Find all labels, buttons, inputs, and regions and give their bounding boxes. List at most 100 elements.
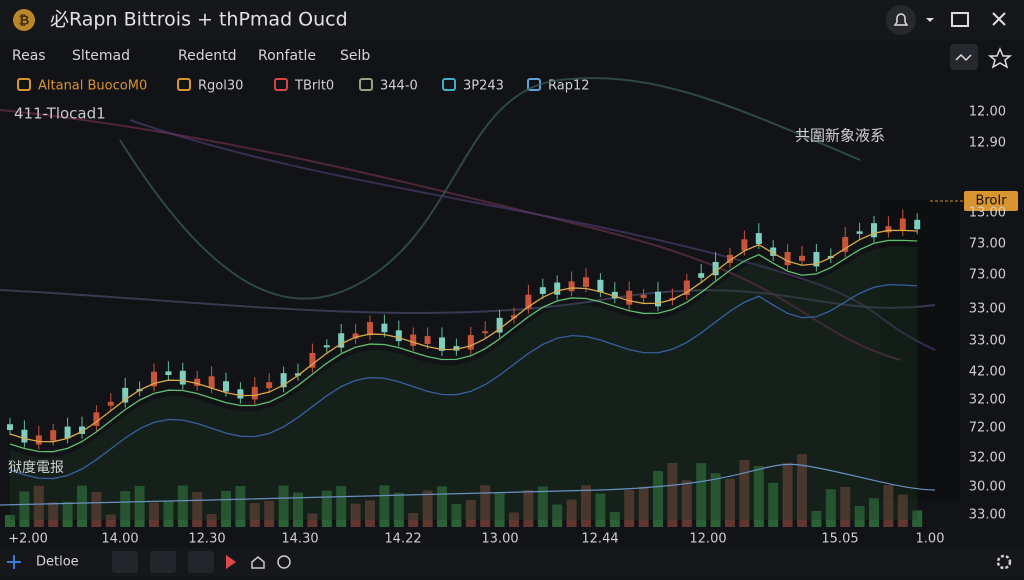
volume-bar [753,465,764,527]
volume-bar [422,490,433,527]
dropdown-icon[interactable] [926,18,934,22]
candle-body [35,435,42,445]
candle-body [323,345,330,348]
x-axis-label: 15.05 [821,532,858,547]
candle-body [79,426,85,434]
candle-body [799,255,805,261]
candle-body [482,331,489,334]
volume-bar [883,485,894,527]
volume-bar [638,486,649,527]
candle-body [525,294,532,309]
volume-bar [811,510,822,527]
candle-body [842,237,849,252]
menu-item[interactable]: Reas [12,48,46,64]
volume-bar [120,491,131,527]
x-axis-label: 12.30 [188,532,225,547]
bottom-tools [112,551,291,573]
tool-button[interactable] [112,551,138,573]
area-fill [10,246,918,520]
volume-bar [192,492,203,527]
candle-body [496,317,503,333]
candle-body [755,233,762,245]
y-axis-label: 12.00 [969,105,1006,120]
volume-bar [105,514,116,527]
indicator-label[interactable]: Altanal BuocoM0 [38,79,147,94]
faint-curve [0,289,936,314]
volume-bar [235,486,246,527]
volume-bar [206,513,217,527]
menu-item[interactable]: Redentd [178,48,236,64]
volume-bar [365,500,375,527]
volume-bar [581,485,591,527]
bottom-tab[interactable]: Detloe [36,555,79,570]
volume-bar [480,485,491,527]
indicator-label[interactable]: Rgol30 [198,79,243,94]
settings-icon[interactable] [996,554,1012,570]
add-icon[interactable] [7,555,21,569]
indicator-icon [274,78,288,91]
volume-bar [696,463,707,527]
volume-bar [336,486,347,527]
volume-bar [710,473,721,527]
star-icon[interactable] [987,47,1013,69]
volume-bar [566,499,577,527]
volume-bar [681,480,692,527]
volume-bar [509,512,519,527]
volume-bar [48,502,59,527]
price-chart [0,77,964,538]
tool-button[interactable] [150,551,176,573]
candle-body [611,291,618,299]
candle-body [295,373,301,376]
volume-bar [523,490,534,527]
menu-item[interactable]: Sltemad [72,48,130,64]
play-icon[interactable] [226,555,236,569]
candle-body [266,382,273,389]
candle-body [885,226,892,233]
indicator-label[interactable]: Rap12 [548,79,590,94]
volume-bar [494,493,505,527]
candle-body [367,322,373,336]
y-axis-label: 73.00 [969,237,1006,252]
candle-body [683,280,690,295]
candle-body [640,294,647,298]
volume-bar [537,486,548,527]
candle-body [352,333,359,339]
indicator-label[interactable]: 344-0 [380,79,418,94]
y-axis-label: 42.00 [969,365,1006,380]
volume-bar [163,501,174,527]
volume-bar [33,485,44,527]
menu-item[interactable]: Ronfatle [258,48,316,64]
window-icon[interactable] [951,12,969,27]
candle-body [871,223,877,238]
close-icon[interactable] [992,12,1006,26]
menu-item[interactable]: Selb [340,48,370,64]
volume-bar [408,512,419,527]
y-axis-label: 33.00 [969,508,1006,523]
y-axis-label: 73.00 [969,268,1006,283]
x-axis-label: 13.00 [481,532,518,547]
overlay-label: 411-Tlocad1 [14,105,106,123]
shade [880,200,960,500]
volume-bar [768,482,779,527]
bell-icon [893,13,909,26]
volume-bar [19,491,30,527]
faint-curve [129,119,936,351]
tool-button[interactable] [188,551,214,573]
candle-body [7,424,13,430]
volume-bar [278,485,289,527]
home-icon[interactable] [251,556,265,569]
volume-bar [595,493,606,527]
indicator-label[interactable]: 3P243 [463,79,504,94]
y-axis-label: 72.00 [969,421,1006,436]
candle-body [122,387,129,403]
bell-button[interactable] [886,5,916,35]
refresh-icon[interactable] [277,555,291,569]
indicator-label[interactable]: TBrlt0 [294,79,334,94]
x-axis-label: 1.00 [916,532,945,547]
volume-bar [897,494,908,527]
x-axis-label: 14.30 [281,532,318,547]
volume-bar [321,490,332,527]
bitcoin-icon [13,9,35,31]
bitcoin-symbol: ₿ [19,14,30,29]
candle-body [165,371,172,376]
